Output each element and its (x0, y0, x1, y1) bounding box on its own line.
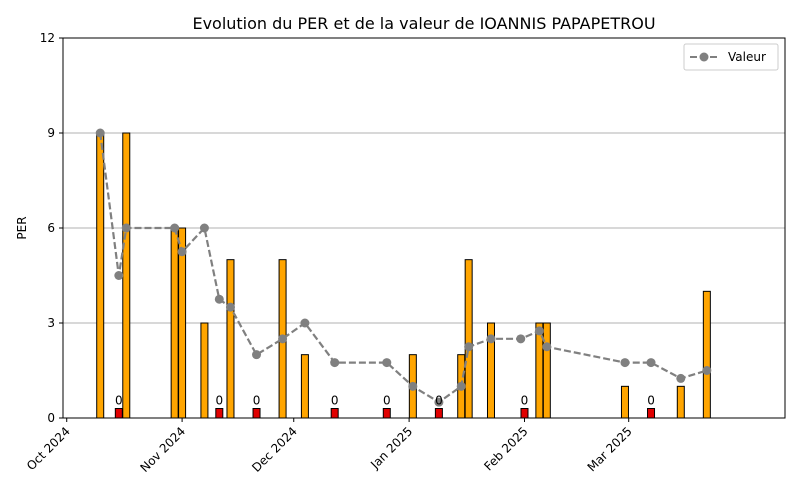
bar (226, 259, 235, 419)
valeur-point (177, 247, 187, 257)
bar (300, 354, 309, 419)
valeur-point (300, 318, 310, 328)
bar-zero (647, 408, 656, 419)
y-tick-label: 12 (40, 31, 55, 45)
valeur-point (676, 373, 686, 383)
valeur-point (382, 358, 392, 368)
bar-zero (252, 408, 261, 419)
bar-labels: 0 0 0 0 0 0 0 0 (115, 394, 655, 408)
valeur-point (434, 397, 444, 407)
valeur-point (516, 334, 526, 344)
valeur-polyline (99, 132, 708, 404)
bar (676, 385, 685, 419)
bars (96, 132, 711, 419)
x-tick-label: Jan 2025 (367, 424, 415, 472)
bar-zero (382, 408, 391, 419)
legend-label-valeur: Valeur (728, 50, 766, 64)
bar (464, 259, 473, 419)
bar-value-label: 0 (435, 394, 443, 408)
valeur-point (278, 334, 288, 344)
bar (200, 322, 209, 419)
valeur-point (225, 302, 235, 312)
valeur-point (620, 358, 630, 368)
valeur-line (95, 128, 712, 407)
bar-zero (520, 408, 529, 419)
bar-value-label: 0 (331, 394, 339, 408)
y-axis-label: PER (15, 216, 29, 239)
valeur-point (646, 358, 656, 368)
valeur-point (702, 366, 712, 375)
valeur-point (542, 342, 552, 352)
valeur-point (330, 358, 340, 368)
y-tick-label: 3 (47, 316, 55, 330)
bar-value-label: 0 (521, 394, 529, 408)
valeur-point (486, 334, 496, 344)
bar (170, 227, 179, 419)
chart-title: Evolution du PER et de la valeur de IOAN… (192, 14, 655, 33)
x-tick-label: Feb 2025 (481, 424, 530, 473)
valeur-point (456, 381, 466, 391)
x-tick-label: Nov 2024 (137, 424, 188, 475)
legend-box (683, 43, 779, 71)
legend-marker (699, 52, 709, 62)
bar (178, 227, 187, 419)
bar-value-label: 0 (383, 394, 391, 408)
bar-value-label: 0 (215, 394, 223, 408)
y-tick-label: 6 (47, 221, 55, 235)
valeur-point (114, 271, 124, 280)
valeur-point (534, 326, 544, 336)
bar (96, 132, 105, 419)
valeur-point (252, 350, 262, 360)
bar-zero (330, 408, 339, 419)
bar-value-label: 0 (115, 394, 123, 408)
bar-zero (114, 408, 123, 419)
valeur-point (199, 223, 209, 233)
valeur-point (464, 342, 474, 352)
valeur-point (170, 223, 180, 233)
bar-value-label: 0 (647, 394, 655, 408)
bar-zero (434, 408, 443, 419)
y-tick-label: 0 (47, 411, 55, 425)
valeur-point (121, 223, 131, 233)
bar-zero (215, 408, 224, 419)
x-tick-label: Mar 2025 (585, 424, 635, 474)
bar (122, 132, 131, 419)
bar (542, 322, 551, 419)
valeur-point (95, 128, 105, 138)
bar-value-label: 0 (253, 394, 261, 408)
x-tick-label: Oct 2024 (24, 424, 73, 473)
valeur-point (214, 294, 224, 304)
legend: Valeur (683, 43, 779, 71)
x-tick-label: Dec 2024 (249, 424, 300, 475)
valeur-point (408, 381, 418, 391)
bar (702, 290, 711, 419)
bar (620, 385, 629, 419)
y-tick-label: 9 (47, 126, 55, 140)
